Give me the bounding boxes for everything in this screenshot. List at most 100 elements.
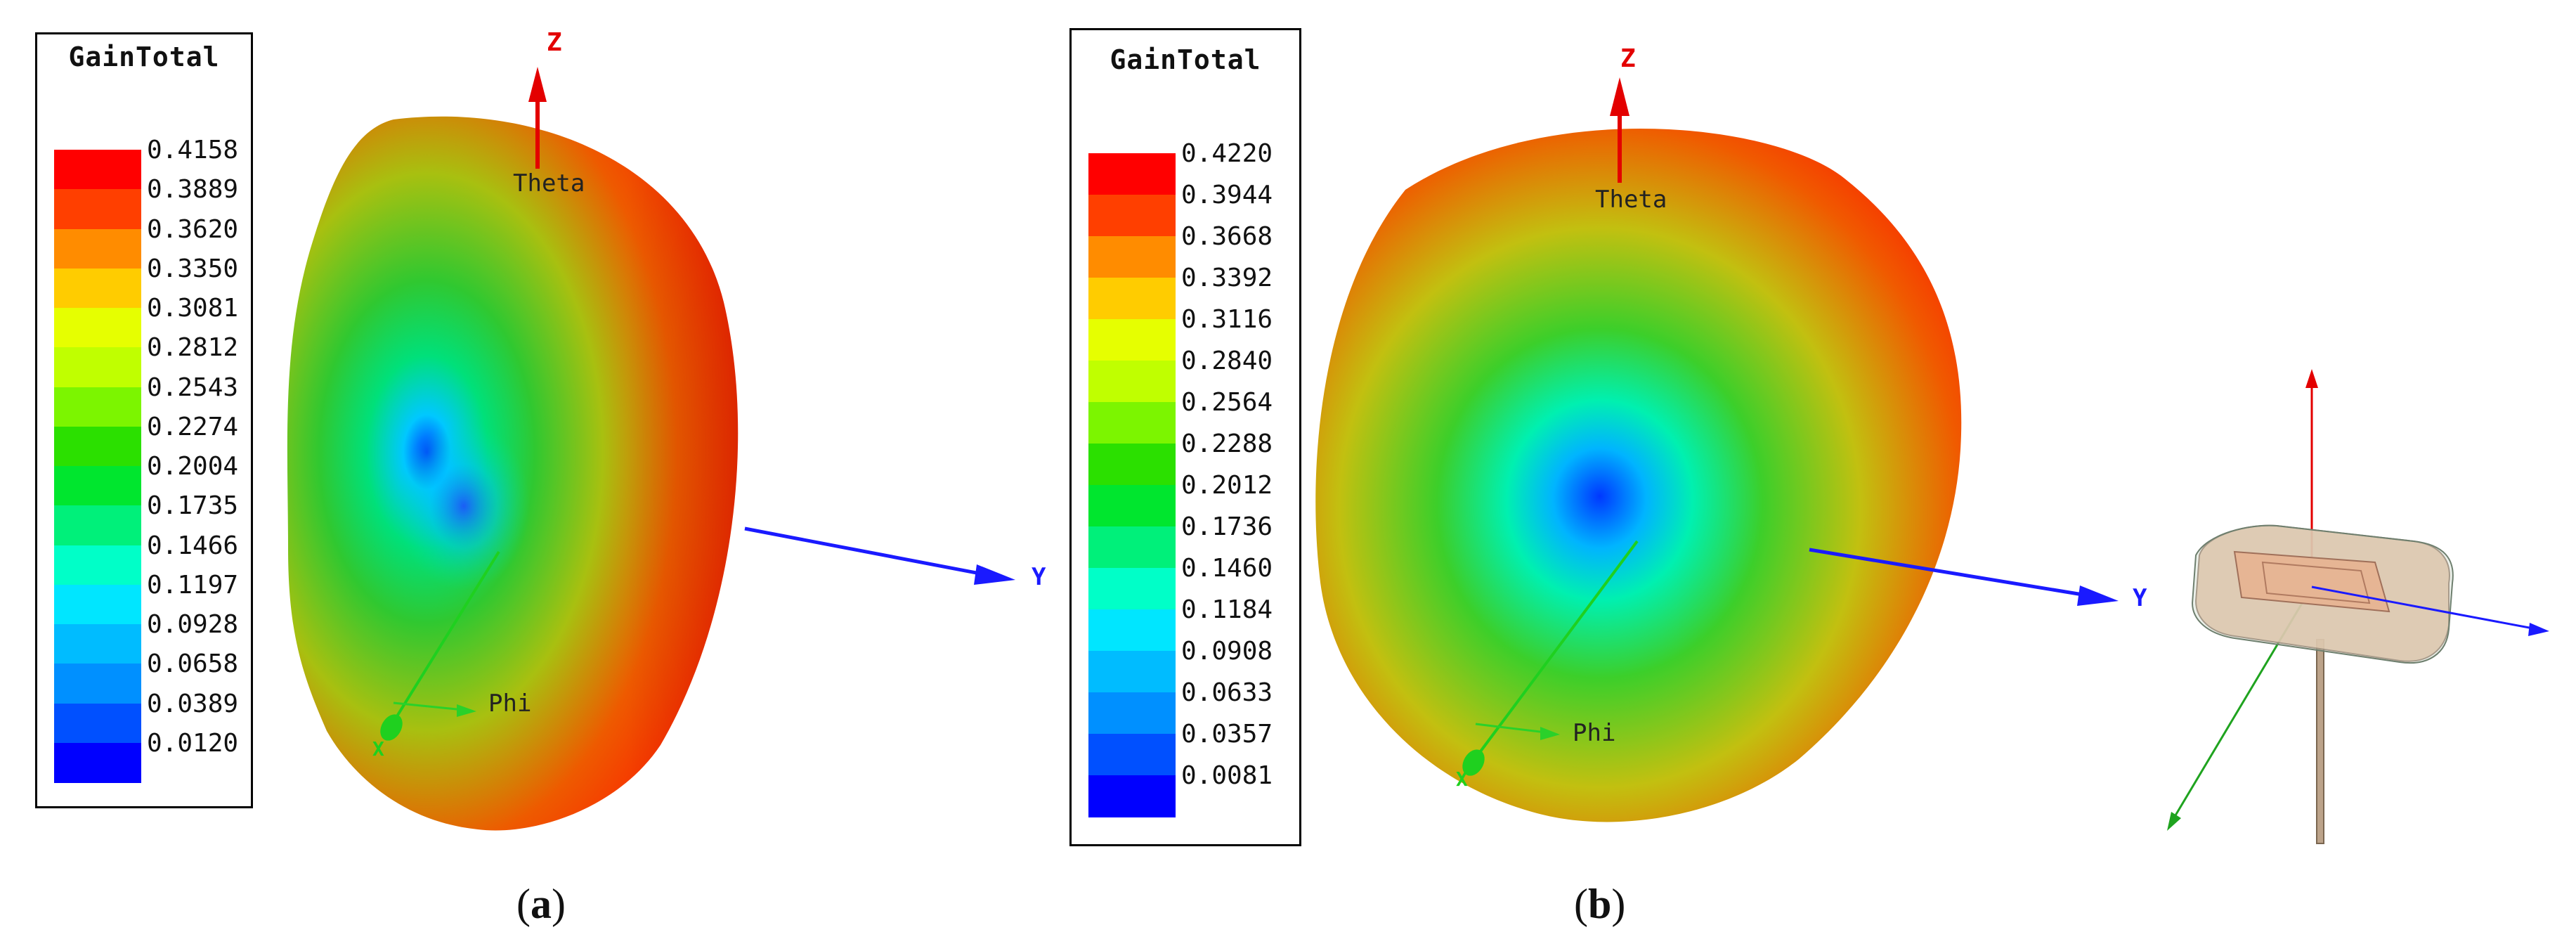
radiation-lobe: [1315, 129, 1962, 822]
legend-title: GainTotal: [68, 41, 220, 72]
legend-swatch: [1088, 526, 1176, 569]
phi-axis: [1475, 723, 1547, 734]
legend-swatch: [1088, 734, 1176, 776]
z-axis-label: Z: [547, 28, 562, 57]
legend-value: 0.4220: [1181, 139, 1273, 168]
radiation-null: [397, 422, 531, 590]
theta-label: Theta: [1595, 186, 1667, 214]
legend-value: 0.1735: [147, 491, 239, 521]
panel-b: GainTotal 0.4220 0.3944 0.3668 0.3392 0.3116…: [1054, 0, 2576, 951]
caption-b: (b): [1574, 881, 1626, 927]
legend-value: 0.3889: [147, 175, 239, 205]
legend-swatch: [54, 347, 141, 387]
legend-value: 0.3944: [1181, 181, 1273, 209]
x-axis: [389, 550, 500, 729]
legend-value: 0.3620: [147, 214, 239, 244]
legend-value: 0.0908: [1181, 637, 1273, 666]
legend-swatch: [1088, 485, 1176, 527]
legend-swatch: [54, 150, 141, 190]
legend-swatch: [54, 703, 141, 744]
z-axis-label: Z: [1620, 44, 1636, 73]
legend-swatch: [1088, 153, 1176, 195]
z-axis-arrow: [1610, 77, 1629, 116]
legend-swatch: [1088, 402, 1176, 444]
antenna-model: [2167, 369, 2549, 844]
caption-a: (a): [516, 881, 566, 927]
legend-swatch: [1088, 361, 1176, 403]
model-z-arrow: [2305, 369, 2318, 388]
axes-a: Z Theta Y X Phi: [372, 28, 1046, 761]
legend-value: 0.3392: [1181, 264, 1273, 292]
legend-swatch: [54, 545, 141, 586]
phi-axis-arrow: [457, 704, 476, 717]
y-axis-arrow: [974, 564, 1015, 585]
legend-value: 0.0389: [147, 689, 239, 718]
legend-value: 0.2564: [1181, 388, 1273, 417]
y-axis-label: Y: [2133, 584, 2147, 612]
legend-swatch: [54, 584, 141, 625]
x-axis-label: X: [1456, 768, 1468, 791]
legend-value: 0.1736: [1181, 512, 1273, 541]
y-axis: [1809, 548, 2088, 597]
legend-color-bar: [1088, 153, 1176, 817]
phi-label: Phi: [1573, 719, 1615, 747]
legend-swatch: [54, 466, 141, 506]
theta-label: Theta: [513, 169, 585, 198]
legend-color-bar: [54, 150, 141, 783]
legend-swatch: [54, 189, 141, 229]
phi-axis-arrow: [1540, 727, 1560, 740]
legend-value: 0.2288: [1181, 429, 1273, 458]
model-slot: [2261, 561, 2371, 604]
legend-swatch: [54, 387, 141, 427]
legend-swatch: [1088, 609, 1176, 652]
legend-value: 0.3350: [147, 254, 239, 283]
legend-swatch: [54, 624, 141, 664]
x-axis-label: X: [372, 737, 384, 761]
z-axis-arrow: [528, 67, 547, 102]
legend-value: 0.0633: [1181, 678, 1273, 707]
legend-swatch: [1088, 692, 1176, 735]
legend-value: 0.1460: [1181, 554, 1273, 583]
model-y-arrow: [2528, 623, 2549, 636]
legend-b: GainTotal 0.4220 0.3944 0.3668 0.3392 0.3116…: [1069, 28, 1301, 846]
legend-value: 0.4158: [147, 136, 239, 164]
model-patch: [2233, 550, 2390, 613]
legend-a: GainTotal 0.4158 0.3889 0.3620 0.3350 0.3081…: [35, 32, 253, 808]
model-feed-probe: [2316, 639, 2324, 844]
legend-value: 0.3116: [1181, 305, 1273, 334]
y-axis-label: Y: [1032, 563, 1046, 591]
legend-swatch: [54, 505, 141, 545]
legend-value: 0.2812: [147, 333, 239, 363]
legend-value: 0.2274: [147, 412, 239, 441]
legend-swatch: [54, 426, 141, 467]
legend-value: 0.0658: [147, 649, 239, 679]
phi-label: Phi: [488, 690, 531, 718]
legend-value: 0.1466: [147, 531, 239, 560]
legend-swatch: [1088, 319, 1176, 361]
radiation-pattern-b: [1315, 129, 1962, 822]
legend-swatch: [54, 228, 141, 269]
legend-swatch: [1088, 568, 1176, 610]
model-y-axis: [2311, 586, 2537, 630]
legend-swatch: [54, 268, 141, 309]
legend-swatch: [1088, 278, 1176, 320]
phi-axis: [393, 701, 464, 711]
model-x-arrow: [2167, 812, 2181, 831]
x-axis-arrow: [380, 714, 403, 741]
y-axis: [744, 526, 984, 576]
legend-swatch: [54, 308, 141, 348]
legend-swatch: [1088, 775, 1176, 817]
radiation-pattern-a: [287, 116, 739, 831]
y-axis-arrow: [2077, 586, 2119, 606]
legend-title: GainTotal: [1110, 44, 1261, 75]
legend-value: 0.3081: [147, 294, 239, 323]
legend-value: 0.1197: [147, 570, 239, 600]
axes-b: Z Theta Y X Phi: [1456, 44, 2549, 844]
legend-swatch: [54, 664, 141, 704]
legend-swatch: [1088, 236, 1176, 278]
legend-value: 0.1184: [1181, 595, 1273, 624]
legend-value: 0.0357: [1181, 720, 1273, 749]
legend-value: 0.0928: [147, 610, 239, 639]
legend-value: 0.3668: [1181, 222, 1273, 251]
x-axis-arrow: [1462, 749, 1485, 776]
